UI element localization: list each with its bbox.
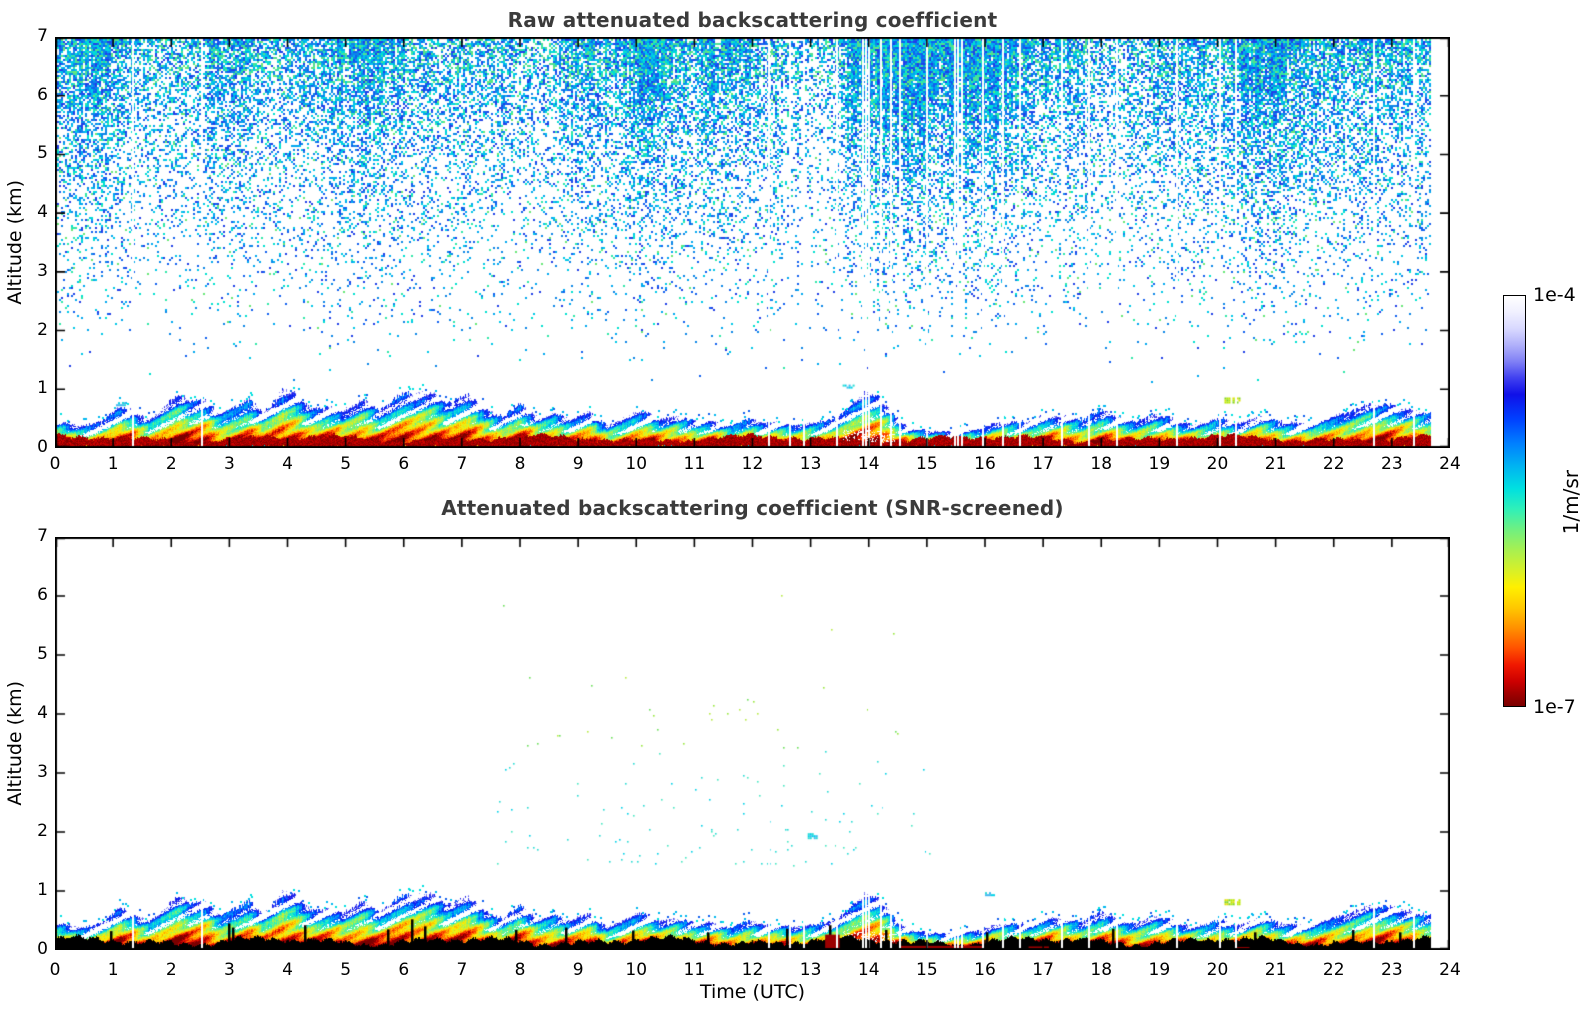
x-tick-label: 3 [223,960,235,980]
y-tick-label: 6 [37,84,48,105]
x-tick-label: 5 [340,960,352,980]
x-tick-label: 12 [741,960,764,980]
x-tick-label: 10 [625,960,648,980]
x-tick-label: 11 [683,454,706,474]
x-tick-label: 9 [572,960,584,980]
x-tick-label: 0 [49,454,61,474]
y-tick-label: 2 [37,821,48,841]
x-tick-label: 6 [398,454,410,474]
x-tick-label: 1 [107,960,119,980]
y-tick-label: 6 [37,585,48,605]
y-tick-label: 7 [37,26,48,46]
y-tick-label: 4 [37,703,48,723]
x-tick-label: 15 [916,960,938,980]
time-axis-label: Time (UTC) [699,981,806,1003]
y-tick-label: 0 [37,437,48,457]
screened-altitude-axis-label: Altitude (km) [4,680,26,806]
x-tick-label: 8 [514,454,526,474]
colorbar-max-label: 1e-4 [1533,284,1576,306]
x-tick-label: 8 [514,960,526,980]
x-tick-label: 7 [456,960,468,980]
x-tick-label: 20 [1206,960,1229,980]
x-tick-label: 18 [1090,454,1113,474]
screened-backscatter-heatmap [55,537,1450,950]
x-tick-label: 3 [223,454,235,474]
x-tick-label: 19 [1148,960,1171,980]
colorbar [1503,295,1526,707]
y-tick-label: 3 [37,260,48,281]
x-tick-label: 12 [741,454,764,474]
y-tick-label: 5 [37,143,48,164]
y-tick-label: 1 [37,880,48,900]
x-tick-label: 21 [1264,454,1287,474]
x-tick-label: 4 [282,960,293,980]
x-tick-label: 20 [1206,454,1229,474]
x-tick-label: 6 [398,960,410,980]
x-tick-label: 4 [282,454,293,474]
raw-backscatter-heatmap [55,37,1450,448]
y-tick-label: 5 [37,644,48,664]
screened-panel-title: Attenuated backscattering coefficient (S… [441,496,1064,520]
raw-panel-title: Raw attenuated backscattering coefficien… [507,8,998,32]
x-tick-label: 10 [625,454,648,474]
x-tick-label: 22 [1322,960,1345,980]
x-tick-label: 17 [1032,960,1054,980]
y-tick-label: 3 [37,762,48,782]
x-tick-label: 17 [1032,454,1054,474]
x-tick-label: 15 [916,454,938,474]
colorbar-min-label: 1e-7 [1533,696,1576,718]
x-tick-label: 0 [49,960,61,980]
x-tick-label: 9 [572,454,584,474]
x-tick-label: 2 [165,960,177,980]
x-tick-label: 7 [456,454,468,474]
raw-altitude-axis-label: Altitude (km) [4,179,26,305]
y-tick-label: 1 [37,378,48,399]
x-tick-label: 21 [1264,960,1287,980]
x-tick-label: 1 [107,454,119,474]
x-tick-label: 2 [165,454,177,474]
y-tick-label: 2 [37,319,48,340]
x-tick-label: 14 [857,454,880,474]
x-tick-label: 5 [340,454,352,474]
x-tick-label: 24 [1439,960,1461,980]
x-tick-label: 24 [1439,454,1461,474]
x-tick-label: 23 [1381,454,1403,474]
y-tick-label: 0 [37,939,48,959]
x-tick-label: 14 [857,960,880,980]
x-tick-label: 18 [1090,960,1113,980]
y-tick-label: 4 [37,202,48,223]
x-tick-label: 19 [1148,454,1171,474]
x-tick-label: 16 [974,960,996,980]
x-tick-label: 13 [799,454,822,474]
x-tick-label: 23 [1381,960,1403,980]
colorbar-unit-label: 1/m/sr [1559,469,1583,535]
y-tick-label: 7 [37,526,48,546]
x-tick-label: 13 [799,960,822,980]
x-tick-label: 11 [683,960,706,980]
x-tick-label: 16 [974,454,996,474]
x-tick-label: 22 [1322,454,1345,474]
